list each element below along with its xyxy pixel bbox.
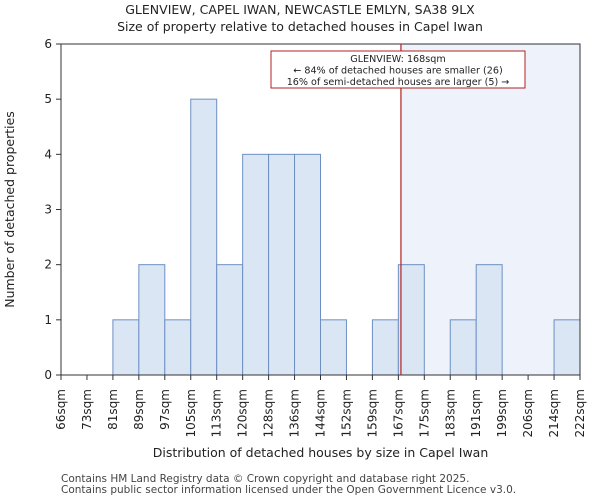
annotation-line: 16% of semi-detached houses are larger (…	[287, 77, 510, 88]
footer-copyright: Contains HM Land Registry data © Crown c…	[61, 473, 470, 485]
x-tick-label: 167sqm	[391, 389, 405, 437]
y-tick-label: 4	[44, 147, 52, 161]
annotation-box	[270, 50, 526, 89]
x-tick-label: 73sqm	[80, 389, 94, 430]
y-tick-label: 3	[44, 203, 52, 217]
x-tick-label: 89sqm	[132, 389, 146, 430]
annotation-line: ← 84% of detached houses are smaller (26…	[293, 66, 502, 77]
annotation-line: GLENVIEW: 168sqm	[350, 54, 445, 65]
x-tick-label: 81sqm	[106, 389, 120, 430]
x-tick-label: 183sqm	[443, 389, 457, 437]
bar	[164, 319, 192, 376]
x-tick-label: 191sqm	[469, 389, 483, 437]
x-tick-label: 175sqm	[417, 389, 431, 437]
x-axis-label: Distribution of detached houses by size …	[153, 445, 489, 460]
bar	[320, 319, 347, 376]
y-tick-label: 6	[44, 37, 52, 51]
bar	[216, 264, 244, 376]
x-tick-label: 199sqm	[495, 389, 509, 437]
bar	[449, 319, 477, 376]
y-axis-label: Number of detached properties	[2, 111, 17, 308]
bar	[553, 319, 581, 376]
y-tick-label: 2	[44, 258, 52, 272]
x-tick-label: 144sqm	[314, 389, 328, 437]
y-tick-label: 5	[44, 92, 52, 106]
bar	[242, 153, 270, 376]
x-tick-label: 120sqm	[236, 389, 250, 437]
bar	[112, 319, 140, 376]
histogram-chart: 0 1 2 3 4 5 6 66sqm 73sqm 81sqm 89sqm 97sqm 105sqm 11…	[2, 37, 587, 460]
x-tick-label: 159sqm	[365, 389, 379, 437]
x-tick-label: 222sqm	[573, 389, 587, 437]
x-tick-label: 206sqm	[521, 389, 535, 437]
bar	[397, 264, 425, 376]
bar	[475, 264, 503, 376]
x-tick-label: 97sqm	[158, 389, 172, 430]
x-tick-label: 214sqm	[547, 389, 561, 437]
footer-licence: Contains public sector information licen…	[61, 484, 517, 496]
chart-title: GLENVIEW, CAPEL IWAN, NEWCASTLE EMLYN, S…	[125, 2, 475, 17]
y-tick-label: 1	[44, 313, 52, 327]
x-tick-label: 66sqm	[54, 389, 68, 430]
x-tick-label: 105sqm	[184, 389, 198, 437]
chart-subtitle: Size of property relative to detached ho…	[117, 19, 483, 34]
y-tick-label: 0	[44, 368, 52, 382]
bar	[268, 153, 296, 376]
x-tick-label: 113sqm	[210, 389, 224, 437]
bar	[371, 319, 399, 376]
bar	[294, 153, 321, 376]
x-tick-label: 128sqm	[262, 389, 276, 437]
x-tick-label: 136sqm	[288, 389, 302, 437]
x-tick-label: 152sqm	[339, 389, 353, 437]
bar	[138, 264, 166, 376]
bar	[190, 98, 218, 376]
